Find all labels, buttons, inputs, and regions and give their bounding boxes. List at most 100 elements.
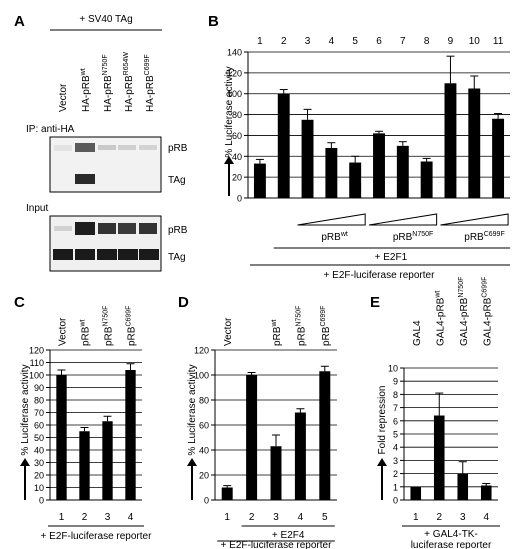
titration-label-base: pRB: [393, 232, 413, 243]
chart-c: 0 10 20 30 40 50 60 70 80 90 100 110 120 % Luciferase…: [20, 306, 152, 542]
treatment-label: + E2F-luciferase reporter: [41, 531, 153, 542]
input-prb-label: pRB: [168, 225, 188, 236]
titration-label: pRBN750F: [393, 231, 433, 243]
x-tick-label: 4: [483, 512, 489, 523]
bar: [349, 162, 362, 198]
ip-tag-band-wt: [75, 174, 95, 184]
input-tag-band-4: [118, 249, 138, 260]
bar: [294, 412, 306, 500]
y-axis-label: % Luciferase activity: [20, 364, 31, 455]
y-axis-arrow-head: [187, 458, 197, 466]
lane-labels: Vector HA-pRBwtHA-pRBN750FHA-pRBR654WHA-p…: [58, 52, 156, 112]
lane-label-2-sup: wt: [80, 68, 87, 76]
lane-label-4-base: HA-pRB: [124, 75, 135, 112]
y-tick-label: 100: [29, 371, 44, 381]
lane-label-sup: C699F: [481, 277, 488, 298]
treatment-label: + GAL4-TK-: [424, 529, 478, 540]
ip-band-c699f: [139, 145, 157, 150]
input-tag-label: TAg: [168, 252, 186, 263]
lane-label-base: GAL4-pRB: [459, 297, 470, 346]
bar: [396, 145, 409, 198]
lane-label: GAL4-pRBN750F: [458, 277, 470, 346]
bar: [319, 371, 331, 500]
lane-label-sup: wt: [80, 319, 87, 327]
y-tick-label: 0: [393, 496, 398, 506]
bar: [457, 473, 469, 500]
bar: [79, 431, 90, 500]
x-tick-label: 2: [436, 512, 442, 523]
x-tick-label: 4: [329, 36, 335, 47]
chart-d: 0 20 40 60 80 100 120 % Luciferase activity 1 2 3 4…: [187, 306, 337, 549]
input-tag-bands: [53, 249, 159, 260]
y-tick-label: 1: [393, 482, 398, 492]
y-tick-label: 60: [232, 131, 242, 141]
bar: [301, 119, 314, 198]
lane-label-base: pRB: [81, 326, 92, 346]
panel-c-letter: C: [14, 294, 25, 311]
input-band-n750f: [98, 223, 116, 234]
ip-band-wt: [75, 143, 95, 152]
y-tick-label: 80: [199, 396, 209, 406]
input-tag-band-1: [53, 249, 73, 260]
x-tick-label: 2: [281, 36, 287, 47]
lane-label-base: Vector: [223, 317, 234, 346]
ip-label: IP: anti-HA: [26, 124, 75, 135]
lane-label-2: HA-pRBwt: [80, 68, 92, 112]
y-tick-label: 110: [30, 358, 44, 368]
titration-label-sup: wt: [340, 231, 348, 238]
lane-label-sup: C699F: [126, 306, 133, 327]
y-tick-label: 30: [34, 458, 44, 468]
y-tick-label: 80: [232, 110, 242, 120]
bar: [325, 147, 338, 198]
treatment-label: luciferase reporter: [411, 540, 492, 549]
y-tick-label: 120: [194, 346, 209, 356]
titration-label-sup: C699F: [484, 231, 505, 238]
y-tick-label: 3: [393, 456, 398, 466]
lane-label-1-base: Vector: [58, 83, 69, 112]
ip-prb-bands: [54, 143, 157, 152]
input-tag-band-3: [97, 249, 117, 260]
y-tick-label: 20: [199, 471, 209, 481]
condition-label: + SV40 TAg: [79, 14, 132, 25]
lane-label-3-base: HA-pRB: [103, 75, 114, 112]
lane-label-base: pRB: [321, 326, 332, 346]
lane-label-base: pRB: [127, 326, 138, 346]
y-tick-label: 80: [34, 396, 44, 406]
y-tick-label: 9: [393, 377, 398, 387]
lane-label: GAL4: [412, 320, 423, 346]
lane-label-base: Vector: [58, 317, 69, 346]
lane-label: pRBN750F: [103, 306, 115, 346]
y-tick-label: 140: [227, 48, 242, 58]
input-band-r654w: [118, 223, 136, 234]
input-band-wt: [75, 222, 95, 235]
titration-wedge: [368, 213, 438, 226]
x-tick-label: 2: [82, 512, 88, 523]
bar: [125, 370, 136, 500]
lane-label-5-sup: C699F: [144, 54, 151, 75]
y-tick-label: 60: [34, 421, 44, 431]
treatment-label: + E2F4: [272, 530, 305, 541]
x-tick-label: 3: [105, 512, 111, 523]
y-axis-label: % Luciferase activity: [187, 364, 198, 455]
x-tick-label: 8: [424, 36, 430, 47]
x-tick-label: 11: [493, 36, 504, 47]
lane-label-4-sup: R654W: [123, 52, 130, 76]
y-tick-label: 2: [393, 469, 398, 479]
y-tick-label: 10: [388, 364, 398, 374]
x-tick-label: 6: [376, 36, 382, 47]
x-tick-label: 5: [352, 36, 358, 47]
bar: [102, 421, 113, 500]
x-tick-label: 3: [273, 512, 279, 523]
lane-label-5: HA-pRBC699F: [144, 54, 156, 112]
input-tag-band-5: [139, 249, 159, 260]
lane-label: pRBC699F: [126, 306, 138, 346]
y-tick-label: 40: [34, 446, 44, 456]
lane-label: pRBwt: [271, 319, 283, 346]
y-tick-label: 6: [393, 416, 398, 426]
panel-e-letter: E: [370, 294, 380, 311]
x-tick-label: 10: [469, 36, 481, 47]
lane-label: pRBC699F: [320, 306, 332, 346]
panel-c: C 0 10 20 30 40 50 60 70 80 90 100 110 120 % Lucifera…: [14, 294, 152, 542]
x-tick-label: 7: [400, 36, 406, 47]
lane-label-sup: N750F: [458, 277, 465, 298]
